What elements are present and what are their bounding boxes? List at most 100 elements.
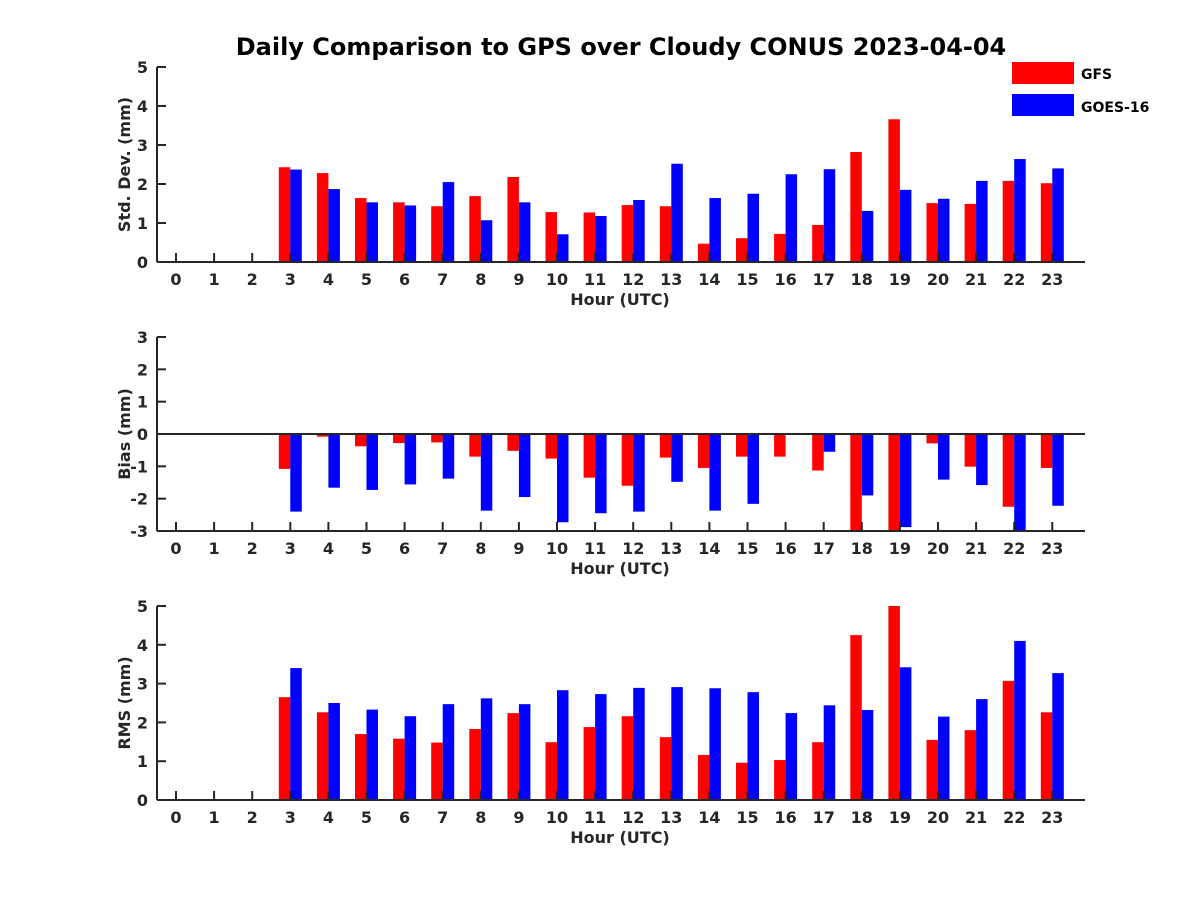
- bar-gfs-hour-14: [697, 434, 710, 468]
- bar-goes16-hour-17: [823, 705, 836, 800]
- bar-gfs-hour-18: [850, 635, 862, 800]
- bar-gfs-hour-8: [469, 434, 481, 457]
- bar-goes16-hour-22: [1014, 159, 1026, 262]
- bar-gfs-hour-15: [736, 238, 748, 262]
- x-tick-label: 2: [247, 539, 258, 558]
- bar-gfs-hour-20: [926, 203, 938, 262]
- x-tick-label: 4: [323, 270, 334, 289]
- bar-gfs-hour-22: [1002, 434, 1015, 507]
- legend-swatch-gfs: [1012, 62, 1074, 84]
- x-tick-label: 12: [622, 539, 644, 558]
- y-tick-label: -1: [130, 457, 148, 476]
- bar-gfs-hour-16: [774, 434, 786, 457]
- x-tick-label: 1: [209, 270, 220, 289]
- x-tick-label: 13: [660, 270, 682, 289]
- x-tick-label: 5: [361, 270, 372, 289]
- bar-gfs-hour-3: [278, 167, 291, 262]
- y-tick-label: 5: [137, 597, 148, 616]
- bar-goes16-hour-14: [709, 434, 721, 511]
- x-tick-label: 15: [736, 539, 758, 558]
- bar-gfs-hour-15: [736, 762, 748, 800]
- bar-goes16-hour-5: [366, 709, 378, 800]
- bar-gfs-hour-5: [355, 434, 367, 447]
- bar-goes16-hour-5: [366, 434, 378, 490]
- x-tick-label: 8: [475, 539, 486, 558]
- bar-gfs-hour-19: [888, 119, 900, 262]
- x-tick-label: 6: [399, 539, 410, 558]
- x-tick-label: 2: [247, 808, 258, 827]
- y-tick-label: 3: [137, 328, 148, 347]
- bar-gfs-hour-21: [964, 203, 977, 262]
- y-axis-label: Std. Dev. (mm): [115, 97, 134, 232]
- bar-gfs-hour-15: [736, 434, 748, 457]
- y-tick-label: 1: [137, 393, 148, 412]
- bar-gfs-hour-4: [316, 173, 329, 262]
- bar-goes16-hour-4: [328, 703, 340, 800]
- bar-goes16-hour-7: [442, 182, 455, 262]
- bar-gfs-hour-3: [278, 697, 291, 800]
- bar-gfs-hour-19: [888, 606, 900, 800]
- bar-goes16-hour-17: [823, 434, 836, 452]
- x-tick-label: 0: [170, 539, 181, 558]
- x-tick-label: 23: [1041, 808, 1063, 827]
- x-tick-label: 7: [437, 539, 448, 558]
- x-tick-label: 1: [209, 539, 220, 558]
- y-tick-label: 3: [137, 675, 148, 694]
- y-tick-label: 2: [137, 713, 148, 732]
- bar-goes16-hour-5: [366, 202, 378, 262]
- bar-gfs-hour-5: [355, 198, 367, 262]
- bar-goes16-hour-17: [823, 169, 836, 262]
- bar-gfs-hour-12: [621, 716, 634, 800]
- bar-goes16-hour-4: [328, 189, 340, 262]
- bar-gfs-hour-23: [1040, 183, 1053, 262]
- bar-goes16-hour-8: [480, 220, 493, 262]
- bar-goes16-hour-20: [938, 434, 950, 480]
- x-tick-label: 19: [889, 270, 911, 289]
- legend-swatch-goes16: [1012, 94, 1074, 116]
- x-tick-label: 11: [584, 539, 606, 558]
- bar-gfs-hour-17: [812, 224, 824, 262]
- bar-goes16-hour-13: [671, 687, 683, 800]
- x-tick-label: 8: [475, 270, 486, 289]
- bar-goes16-hour-14: [709, 688, 721, 800]
- bar-goes16-hour-13: [671, 434, 683, 482]
- bar-goes16-hour-18: [861, 709, 874, 800]
- x-tick-label: 14: [698, 539, 720, 558]
- x-tick-label: 23: [1041, 539, 1063, 558]
- x-tick-label: 3: [285, 270, 296, 289]
- bar-goes16-hour-15: [747, 193, 759, 262]
- bar-gfs-hour-16: [774, 233, 786, 262]
- x-tick-label: 7: [437, 808, 448, 827]
- bar-gfs-hour-10: [545, 742, 557, 800]
- bar-gfs-hour-13: [659, 737, 672, 800]
- x-tick-label: 9: [513, 808, 524, 827]
- bar-goes16-hour-9: [518, 704, 531, 800]
- bar-gfs-hour-6: [393, 202, 405, 262]
- bar-gfs-hour-3: [278, 434, 291, 469]
- x-tick-label: 6: [399, 270, 410, 289]
- bar-goes16-hour-18: [861, 210, 874, 262]
- bar-gfs-hour-18: [850, 152, 862, 262]
- bar-goes16-hour-20: [938, 198, 950, 262]
- y-tick-label: 4: [137, 97, 148, 116]
- y-tick-label: -3: [130, 522, 148, 541]
- x-tick-label: 22: [1003, 539, 1025, 558]
- y-tick-label: 1: [137, 752, 148, 771]
- x-tick-label: 10: [546, 270, 568, 289]
- bar-gfs-hour-22: [1002, 180, 1015, 262]
- bar-gfs-hour-22: [1002, 680, 1015, 800]
- x-tick-label: 2: [247, 270, 258, 289]
- bar-gfs-hour-7: [431, 206, 443, 262]
- bar-goes16-hour-7: [442, 704, 455, 800]
- bar-goes16-hour-3: [290, 169, 302, 262]
- bar-goes16-hour-12: [633, 434, 645, 512]
- x-tick-label: 3: [285, 539, 296, 558]
- bar-gfs-hour-12: [621, 434, 634, 486]
- bar-gfs-hour-7: [431, 742, 443, 800]
- bar-goes16-hour-20: [938, 716, 950, 800]
- bar-goes16-hour-12: [633, 687, 645, 800]
- bar-goes16-hour-14: [709, 198, 721, 262]
- x-tick-label: 10: [546, 539, 568, 558]
- y-tick-label: 1: [137, 214, 148, 233]
